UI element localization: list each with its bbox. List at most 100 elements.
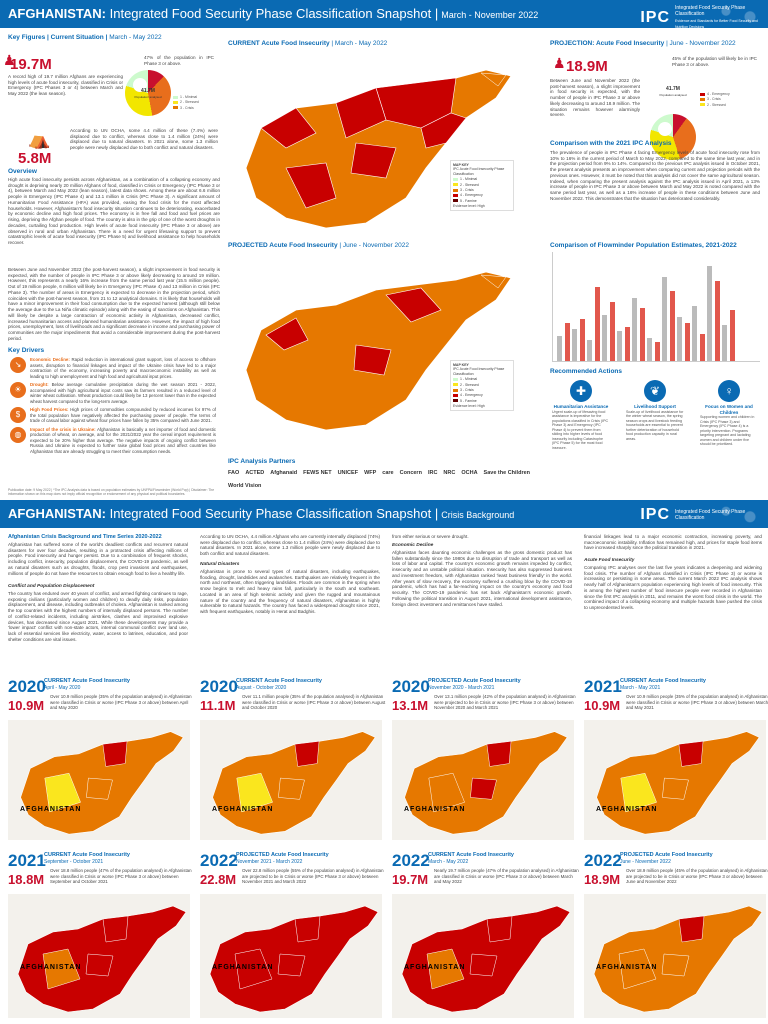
time-series-panel: 2020 CURRENT Acute Food Insecurity Augus… — [200, 676, 385, 846]
ts-year: 2022 — [392, 851, 430, 870]
pie-chart-current — [125, 70, 171, 116]
key-figures-heading: Key Figures | Current Situation | March … — [8, 34, 162, 41]
background-heading: Afghanistan Crisis Background and Time S… — [8, 534, 162, 540]
flowminder-bar — [564, 323, 570, 361]
projection-figure: 18.9M — [566, 58, 608, 75]
ts-map-label: AFGHANISTAN — [20, 964, 82, 971]
driver-food-prices: $ High Food Prices: High prices of commo… — [10, 407, 222, 424]
ts-period: June - November 2022 — [620, 859, 671, 865]
flowminder-bar — [609, 301, 615, 361]
ts-label: PROJECTED Acute Food Insecurity — [236, 852, 329, 858]
people-icon: ♟ — [3, 52, 16, 68]
ts-period: April - May 2020 — [44, 685, 81, 691]
key-drivers-list: ↘ Economic Decline: Rapid reduction in i… — [10, 357, 222, 457]
rec-women-children: ♀ Focus on Women and Children Supporting… — [700, 380, 758, 447]
overview-paragraph-1: High acute food insecurity persists acro… — [8, 177, 220, 246]
ts-description: Over 18.8 million people (47% of the pop… — [50, 868, 192, 884]
partner-logo: Afghanaid — [270, 470, 298, 476]
pie-center-value: 41.7M — [666, 86, 680, 92]
flowminder-heading: Comparison of Flowminder Population Esti… — [550, 242, 737, 249]
ts-map-label: AFGHANISTAN — [20, 806, 82, 813]
ts-year: 2021 — [8, 851, 46, 870]
partners-heading: IPC Analysis Partners — [228, 458, 296, 465]
ts-map-label: AFGHANISTAN — [404, 964, 466, 971]
ts-map: AFGHANISTAN — [392, 894, 574, 1018]
recommended-heading: Recommended Actions — [550, 368, 622, 375]
time-series-panel: 2021 CURRENT Acute Food Insecurity March… — [584, 676, 768, 846]
bg-col1-p2: The country has endured over 40 years of… — [8, 591, 188, 642]
partner-logo: IRC — [427, 470, 438, 476]
key-figure-5-8m: 5.8M — [18, 150, 52, 167]
price-tag-icon: $ — [10, 407, 26, 423]
ipc-logo: IPC Integrated Food Security Phase Class… — [640, 506, 746, 523]
ts-map: AFGHANISTAN — [8, 720, 190, 840]
ts-description: Over 10.9 million people (35% of the pop… — [626, 694, 768, 710]
partner-logo: UNICEF — [337, 470, 359, 476]
ts-description: Over 22.8 million people (55% of the pop… — [242, 868, 384, 884]
partner-logo: ACTED — [245, 470, 265, 476]
flowminder-bar — [729, 310, 735, 361]
ts-map-label: AFGHANISTAN — [212, 964, 274, 971]
ts-year: 2022 — [584, 851, 622, 870]
rec-humanitarian: ✚ Humanitarian Assistance Urgent scale-u… — [552, 380, 610, 450]
ts-year: 2020 — [200, 677, 238, 696]
ts-period: September - October 2021 — [44, 859, 104, 865]
ts-number: 11.1M — [200, 698, 236, 713]
ts-year: 2020 — [8, 677, 46, 696]
pie-note-current: 47% of the population in IPC Phase 3 or … — [144, 55, 214, 66]
ts-number: 22.8M — [200, 872, 237, 887]
partner-logo: OCHA — [461, 470, 478, 476]
partner-logo: Save the Children — [483, 470, 531, 476]
ts-map-label: AFGHANISTAN — [404, 806, 466, 813]
ts-number: 13.1M — [392, 698, 429, 713]
ts-label: CURRENT Acute Food Insecurity — [236, 678, 322, 684]
pie-legend-projection: 4 - Emergency 3 - Crisis 2 - Stressed — [700, 92, 730, 108]
pie-center-value: 41.7M — [141, 88, 155, 94]
pie-note-projection: 45% of the population will likely be in … — [672, 56, 757, 67]
time-series-panel: 2020 PROJECTED Acute Food Insecurity Nov… — [392, 676, 576, 846]
ts-description: Over 10.9 million people (35% of the pop… — [50, 694, 192, 710]
flowminder-bar — [699, 333, 705, 361]
ts-number: 10.9M — [584, 698, 621, 713]
flowminder-bar — [662, 276, 667, 361]
flowminder-bar — [639, 308, 645, 361]
chart-down-icon: ↘ — [10, 357, 26, 373]
ts-period: March - May 2022 — [428, 859, 469, 865]
ts-year: 2020 — [392, 677, 430, 696]
flowminder-bars — [557, 261, 735, 361]
ts-year: 2022 — [200, 851, 238, 870]
bg-col2-heading: Natural Disasters — [200, 562, 240, 567]
page2-banner: AFGHANISTAN: Integrated Food Security Ph… — [0, 500, 768, 528]
bg-col4-p1: financial linkages lead to a major econo… — [584, 534, 762, 551]
current-map-heading: CURRENT Acute Food Insecurity | March - … — [228, 40, 388, 47]
projected-map-key: MAP KEY IPC Acute Food Insecurity Phase … — [450, 360, 514, 412]
bg-col3-p1: from either serious or severe drought. — [392, 534, 469, 539]
bg-col2-p2: Afghanistan is prone to several types of… — [200, 569, 380, 615]
people-icon: ♟ — [553, 55, 566, 71]
bg-col4-p2: Comparing IPC analyses over the last fiv… — [584, 565, 762, 611]
wheat-icon: ❦ — [644, 380, 666, 402]
time-series-panel: 2021 CURRENT Acute Food Insecurity Septe… — [8, 850, 192, 1020]
ts-map: AFGHANISTAN — [584, 894, 766, 1018]
partner-logo: NRC — [443, 470, 456, 476]
flowminder-bar — [594, 287, 600, 361]
bg-col4-heading: Acute Food Insecurity — [584, 558, 635, 563]
flowminder-bar — [617, 331, 622, 361]
driver-economic: ↘ Economic Decline: Rapid reduction in i… — [10, 357, 222, 379]
ts-description: Over 18.9 million people (45% of the pop… — [626, 868, 768, 884]
flowminder-bar — [624, 327, 630, 361]
ts-period: November 2020 - March 2021 — [428, 685, 495, 691]
flowminder-bar — [684, 323, 690, 361]
flowminder-bar — [677, 316, 682, 361]
flowminder-bar — [714, 280, 720, 361]
key-figure-text-1: A record high of 19.7 million Afghans ar… — [8, 74, 123, 97]
ts-period: November 2021 - March 2022 — [236, 859, 303, 865]
partners-logos: FAO ACTED Afghanaid FEWS NET UNICEF WFP … — [228, 470, 538, 490]
ts-label: PROJECTED Acute Food Insecurity — [620, 852, 713, 858]
time-series-panel: 2022 CURRENT Acute Food Insecurity March… — [392, 850, 579, 1020]
flowminder-bar — [632, 297, 637, 361]
bg-col1-heading: Conflict and Population Displacement — [8, 584, 95, 589]
bg-col2-p1: According to UN OCHA, 4.4 million Afghan… — [200, 534, 380, 557]
driver-ukraine: ◍ Impact of the crisis in Ukraine: Afgha… — [10, 426, 222, 455]
overview-paragraph-2: Between June and November 2022 (the post… — [8, 267, 220, 341]
